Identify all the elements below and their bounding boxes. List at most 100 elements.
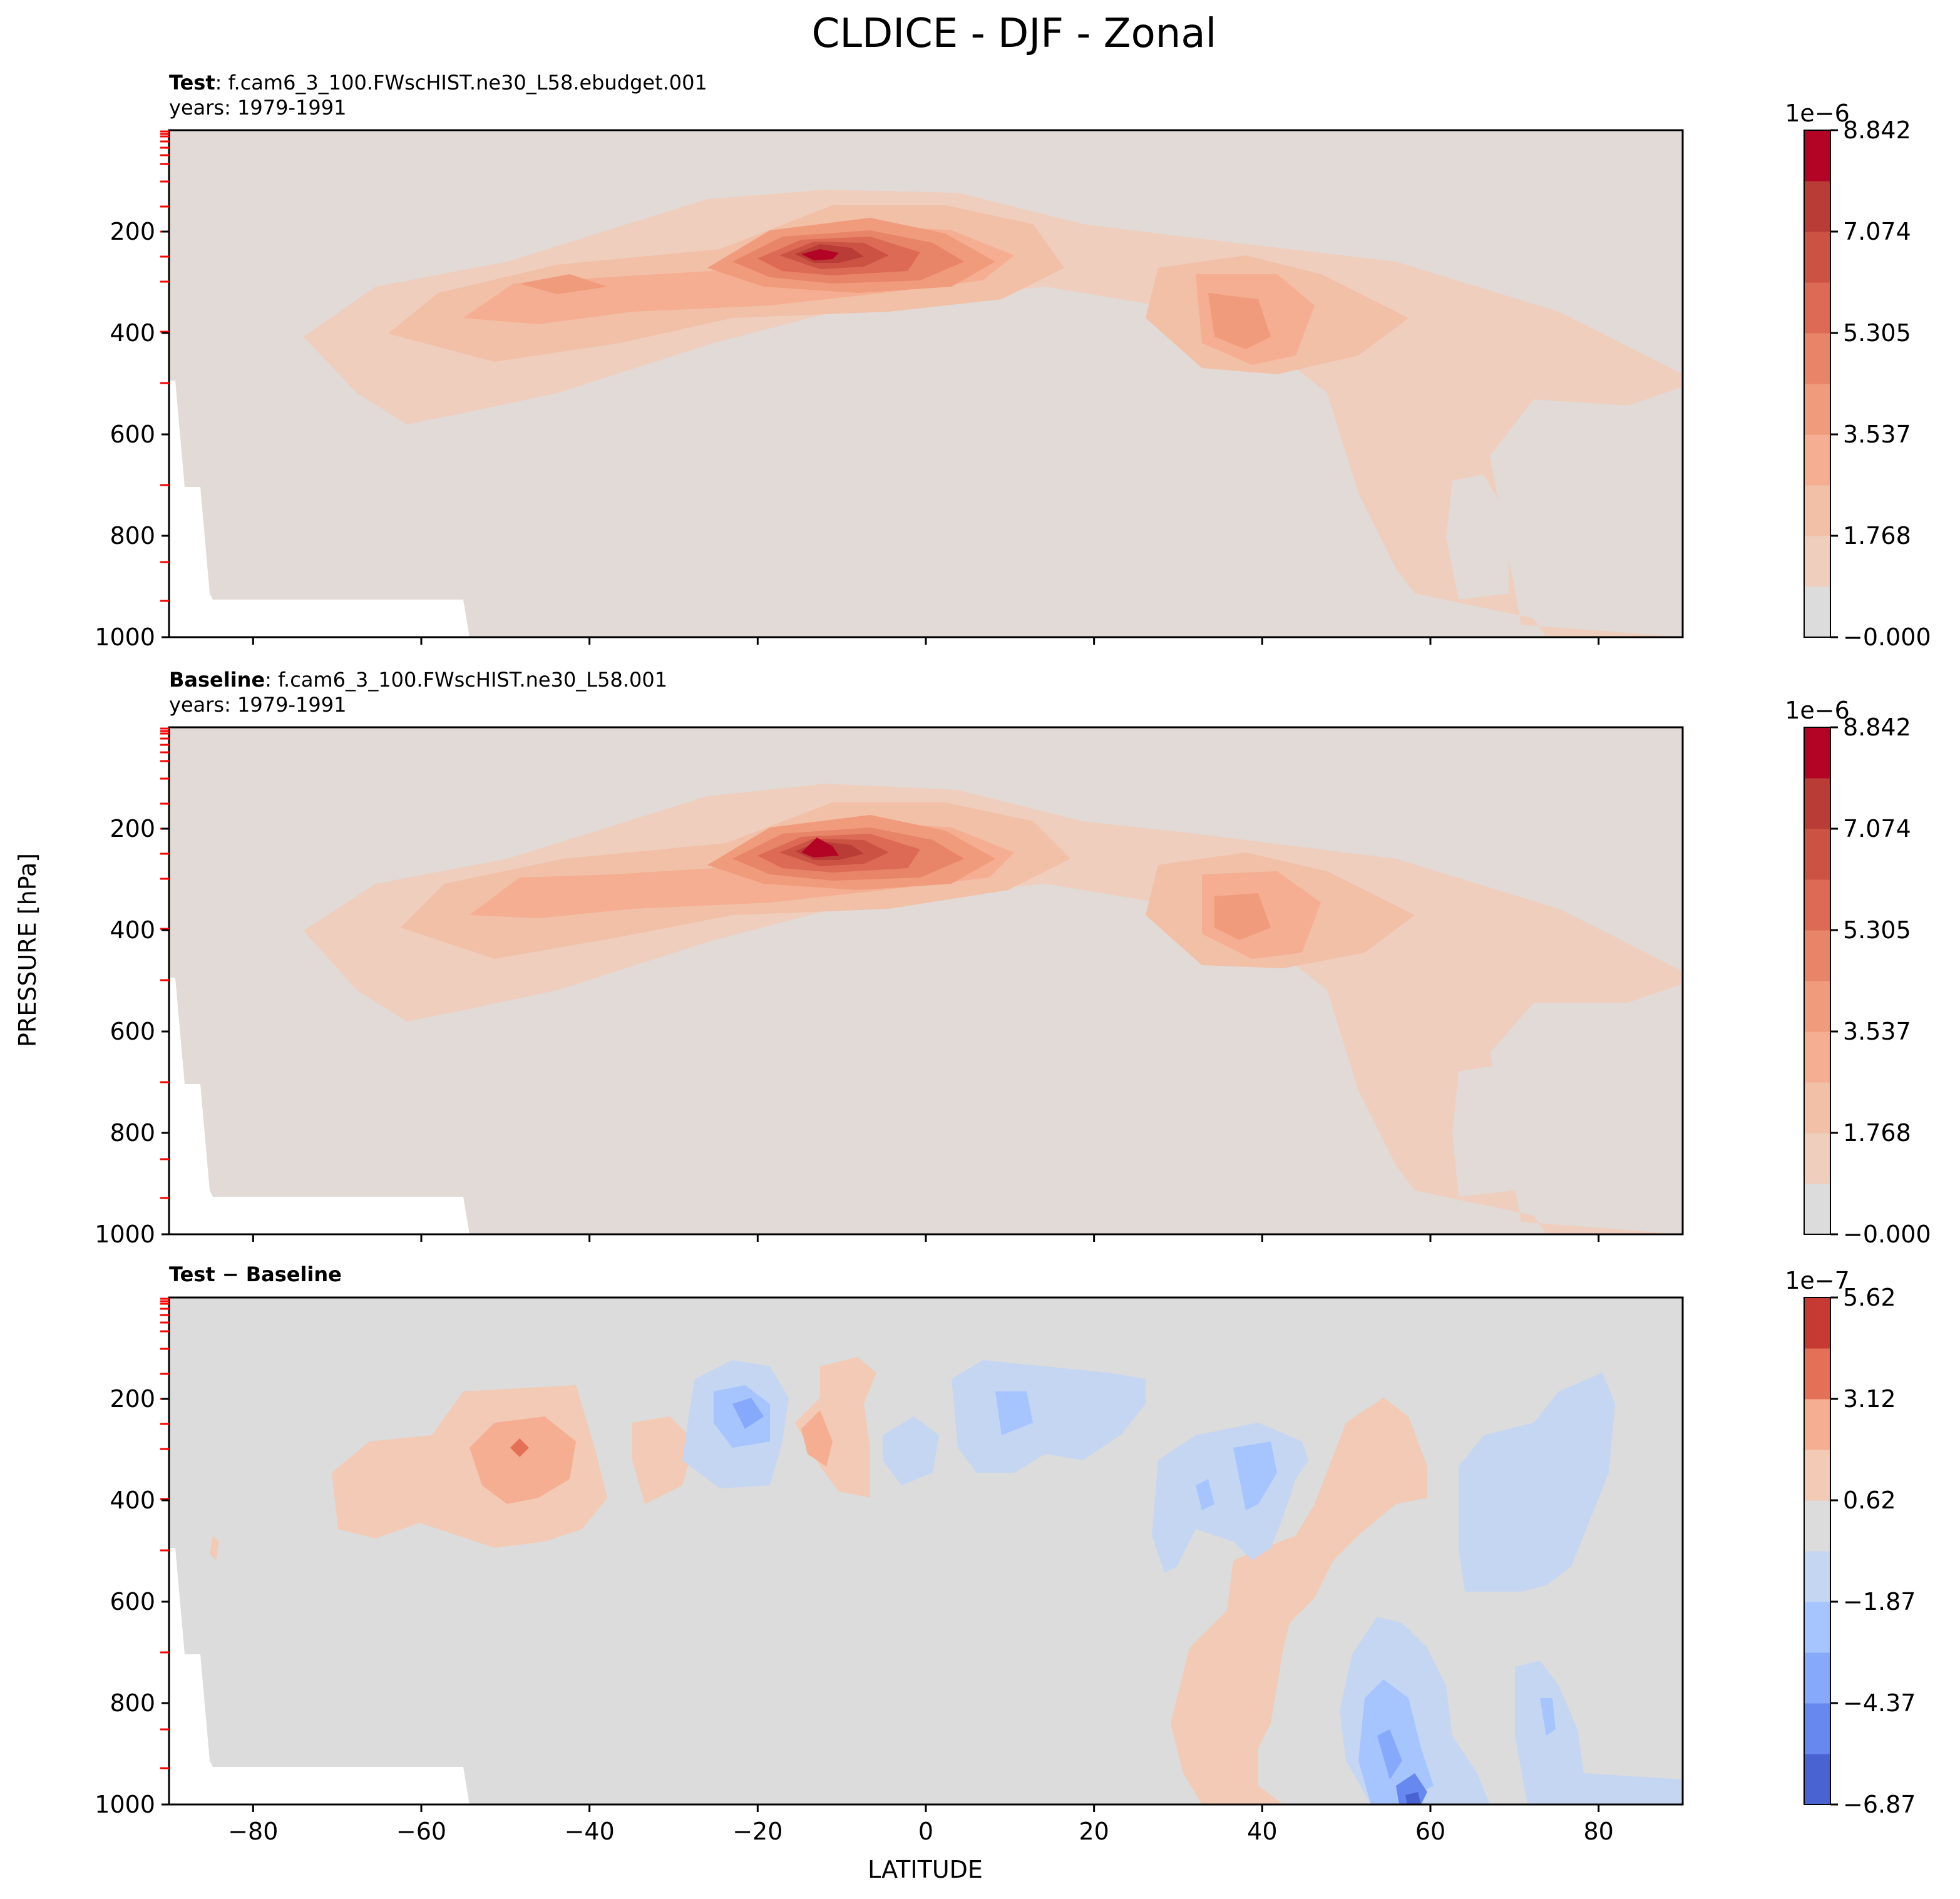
colorbar-tick-label: −0.000: [1843, 1221, 1931, 1248]
y-tick-label: 1000: [95, 1791, 155, 1818]
colorbar-swatch: [1804, 536, 1830, 587]
colorbar-tick-label: 8.842: [1843, 116, 1911, 144]
colorbar-swatch: [1804, 1082, 1830, 1134]
x-tick-label: 80: [1583, 1818, 1613, 1845]
colorbar-swatch: [1804, 1703, 1830, 1754]
panel-test-y-ticks: 200 400 600 800 1000: [95, 218, 169, 651]
colorbar-swatch: [1804, 485, 1830, 536]
y-tick-label: 1000: [95, 1221, 155, 1248]
colorbar-swatch: [1804, 282, 1830, 334]
colorbar-swatch: [1804, 1551, 1830, 1602]
y-tick-label: 200: [110, 218, 155, 245]
panel-difference-x-ticks: −80 −60 −40 −20 0 20 40 60 80: [228, 1804, 1614, 1845]
colorbar-swatch: [1804, 1399, 1830, 1450]
colorbar-tick-label: 1.768: [1843, 1119, 1911, 1147]
colorbar-exponent: 1e−6: [1785, 697, 1850, 724]
panel-test-title: Test: f.cam6_3_100.FWscHIST.ne30_L58.ebu…: [169, 71, 707, 95]
colorbar-swatch: [1804, 384, 1830, 435]
panel-baseline-y-ticks: 200 400 600 800 1000: [95, 815, 169, 1248]
panel-baseline-title-bold: Baseline: [169, 668, 265, 692]
colorbar-tick-label: 3.537: [1843, 1018, 1911, 1045]
colorbar-swatch: [1804, 1298, 1830, 1349]
panel-test-contours: [169, 190, 1683, 637]
colorbar-tick-label: −1.87: [1843, 1588, 1916, 1615]
y-tick-label: 600: [110, 421, 155, 448]
colorbar-exponent: 1e−7: [1785, 1267, 1850, 1294]
panel-baseline-level-ticks: [160, 727, 169, 1199]
panel-test-x-ticks: [252, 637, 1600, 645]
colorbar-swatch: [1804, 232, 1830, 283]
colorbar-frame: [1804, 727, 1831, 1235]
colorbar-exponent: 1e−6: [1785, 100, 1850, 127]
colorbar-swatch: [1804, 181, 1830, 232]
y-tick-label: 600: [110, 1588, 155, 1615]
x-tick-label: 20: [1079, 1818, 1109, 1845]
colorbar-swatch: [1804, 1652, 1830, 1704]
panel-difference-title: Test − Baseline: [169, 1262, 342, 1286]
x-tick-label: −20: [732, 1818, 782, 1845]
figure-title: CLDICE - DJF - Zonal: [812, 11, 1217, 57]
panel-baseline-x-ticks: [252, 1234, 1600, 1242]
y-tick-label: 400: [110, 319, 155, 347]
panel-test: Test: f.cam6_3_100.FWscHIST.ne30_L58.ebu…: [95, 71, 1684, 651]
x-tick-label: −80: [228, 1818, 278, 1845]
colorbar-tick-label: −0.000: [1843, 623, 1931, 651]
colorbar-swatch: [1804, 586, 1830, 638]
x-tick-label: −60: [396, 1818, 446, 1845]
colorbar-tick-label: −6.87: [1843, 1791, 1916, 1818]
colorbar-swatch: [1804, 930, 1830, 981]
panel-baseline: Baseline: f.cam6_3_100.FWscHIST.ne30_L58…: [95, 668, 1684, 1248]
panel-test-title-bold: Test: [169, 71, 215, 95]
y-axis-label: PRESSURE [hPa]: [14, 853, 41, 1047]
x-tick-label: 60: [1415, 1818, 1445, 1845]
panel-baseline-title: Baseline: f.cam6_3_100.FWscHIST.ne30_L58…: [169, 668, 667, 692]
colorbar-tick-label: 0.62: [1843, 1487, 1896, 1514]
colorbar-tick-label: 3.537: [1843, 421, 1911, 448]
y-tick-label: 400: [110, 916, 155, 944]
x-axis-label: LATITUDE: [868, 1856, 983, 1883]
colorbar-tick-label: 1.768: [1843, 522, 1911, 550]
colorbar-tick-label: 5.62: [1843, 1284, 1896, 1311]
panel-baseline-contours: [169, 784, 1683, 1234]
colorbar-swatch: [1804, 727, 1830, 779]
colorbar-swatch: [1804, 1031, 1830, 1083]
colorbar-tick-label: 7.074: [1843, 218, 1911, 245]
panel-test-contour-field: [169, 130, 1683, 637]
colorbar-tick-label: 5.305: [1843, 319, 1911, 347]
y-tick-label: 800: [110, 1689, 155, 1717]
panel-difference-level-ticks: [160, 1298, 169, 1769]
panel-difference-contour-field: [169, 1298, 1683, 1804]
y-tick-label: 200: [110, 815, 155, 842]
colorbar-swatch: [1804, 1133, 1830, 1184]
colorbar-swatch: [1804, 829, 1830, 880]
colorbar-swatch: [1804, 778, 1830, 829]
panel-difference-contours: [169, 1357, 1683, 1804]
y-tick-label: 800: [110, 1119, 155, 1147]
x-tick-label: 40: [1247, 1818, 1277, 1845]
panel-difference: Test − Baseline: [95, 1262, 1684, 1845]
colorbar-swatch: [1804, 1602, 1830, 1653]
colorbar-tick-label: 5.305: [1843, 916, 1911, 944]
colorbar-tick-label: 3.12: [1843, 1385, 1896, 1413]
x-tick-label: 0: [918, 1818, 933, 1845]
panel-baseline-title-rest: : f.cam6_3_100.FWscHIST.ne30_L58.001: [265, 668, 667, 692]
colorbar-swatch: [1804, 1754, 1830, 1805]
colorbar-swatch: [1804, 1500, 1830, 1552]
x-tick-label: −40: [565, 1818, 615, 1845]
colorbar-swatch: [1804, 879, 1830, 931]
colorbar-swatch: [1804, 130, 1830, 182]
colorbar-frame: [1804, 1297, 1831, 1805]
y-tick-label: 200: [110, 1385, 155, 1413]
colorbar-frame: [1804, 130, 1831, 638]
y-tick-label: 400: [110, 1487, 155, 1514]
colorbar-tick-label: −4.37: [1843, 1689, 1916, 1717]
colorbar-swatch: [1804, 1348, 1830, 1400]
colorbar-swatch: [1804, 434, 1830, 486]
colorbar-swatch: [1804, 333, 1830, 384]
panel-baseline-contour-field: [169, 727, 1683, 1234]
colorbar-swatch: [1804, 1184, 1830, 1235]
